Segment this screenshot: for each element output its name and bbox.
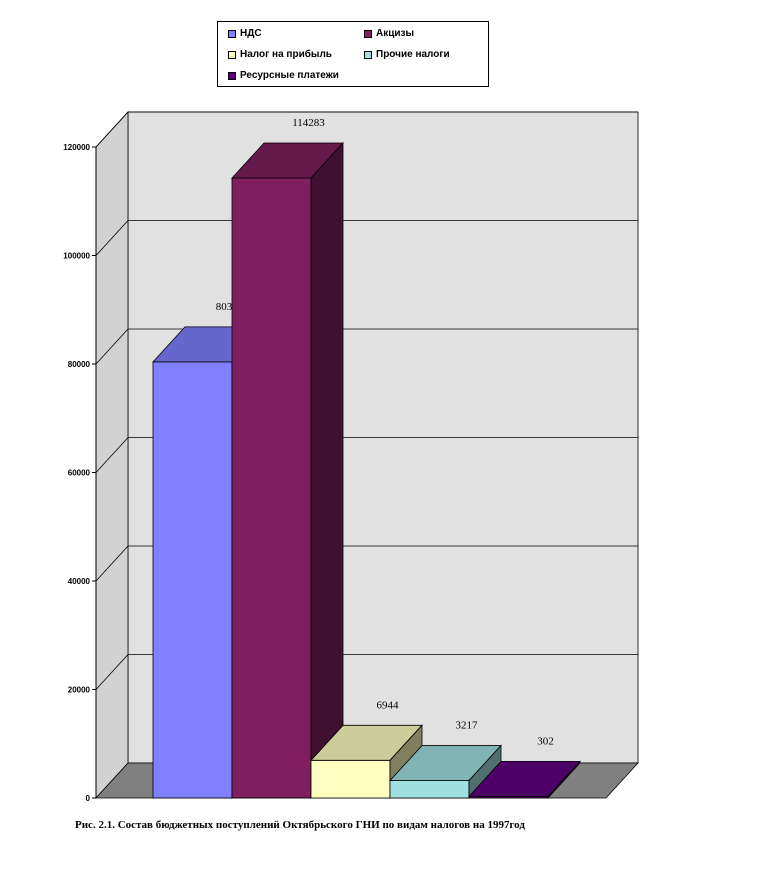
y-tick-label: 80000	[68, 360, 91, 369]
bar-value-label: 3217	[456, 720, 479, 732]
gridline-side	[95, 328, 129, 365]
legend-item-nds: НДС	[228, 28, 262, 39]
legend-label: Ресурсные платежи	[240, 70, 339, 81]
y-tick-label: 40000	[68, 577, 91, 586]
legend-item-profit-tax: Налог на прибыль	[228, 49, 332, 60]
gridline-side	[95, 220, 129, 256]
y-tick-label: 0	[86, 794, 91, 803]
y-tick-label: 20000	[68, 686, 91, 695]
legend-item-other-taxes: Прочие налоги	[364, 49, 450, 60]
legend-swatch-profit-tax	[228, 50, 236, 59]
chart-legend: НДС Акцизы Налог на прибыль Прочие налог…	[217, 21, 489, 87]
legend-swatch-excise	[364, 29, 372, 38]
legend-item-resource-payments: Ресурсные платежи	[228, 70, 339, 81]
y-tick-label: 120000	[63, 143, 90, 152]
y-tick-label: 100000	[63, 252, 90, 261]
gridline-side	[95, 654, 129, 690]
bar-value-label: 114283	[292, 117, 325, 129]
bar-front	[389, 780, 470, 799]
bar-value-label: 302	[537, 735, 554, 747]
gridline-side	[95, 545, 129, 582]
bar-front	[152, 361, 233, 799]
legend-swatch-resource-payments	[228, 71, 236, 80]
bar-value-label: 6944	[377, 699, 400, 711]
bar-side	[547, 760, 581, 800]
legend-label: Акцизы	[376, 28, 415, 39]
legend-swatch-other-taxes	[364, 50, 372, 59]
gridline-side	[95, 111, 129, 148]
bar-front	[310, 759, 391, 799]
y-tick-label: 60000	[68, 469, 91, 478]
gridline-side	[95, 437, 129, 473]
figure-caption: Рис. 2.1. Состав бюджетных поступлений О…	[75, 819, 525, 831]
legend-label: Прочие налоги	[376, 49, 450, 60]
legend-item-excise: Акцизы	[364, 28, 414, 39]
legend-label: Налог на прибыль	[240, 49, 332, 60]
bar-front	[231, 177, 312, 799]
legend-swatch-nds	[228, 29, 236, 38]
legend-label: НДС	[240, 28, 262, 39]
bar-side	[310, 141, 344, 800]
